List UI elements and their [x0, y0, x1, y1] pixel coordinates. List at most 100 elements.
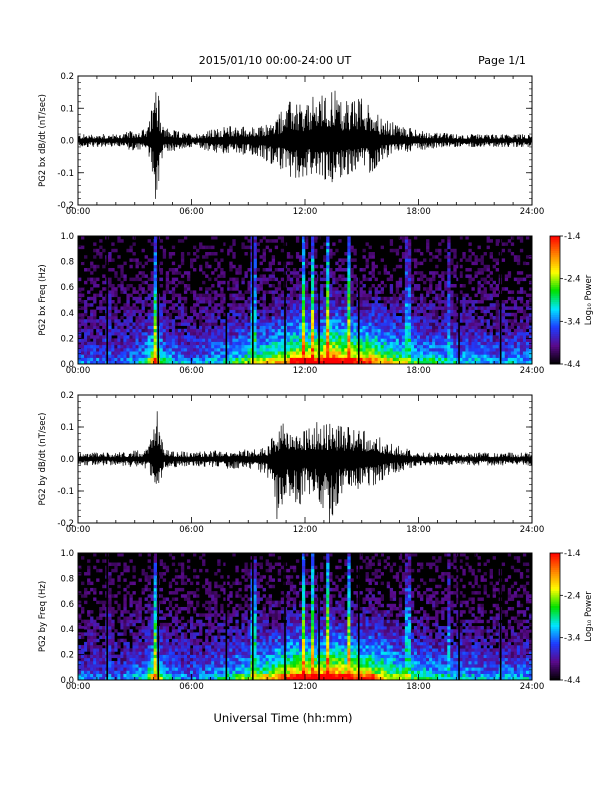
spectrogram-cell — [347, 264, 351, 269]
spectrogram-cell — [314, 264, 318, 269]
spectrogram-cell — [274, 351, 279, 355]
spectrogram-cell — [93, 565, 97, 570]
spectrogram-cell — [480, 328, 484, 333]
spectrogram-cell — [84, 676, 88, 681]
spectrogram-cell — [211, 309, 215, 314]
spectrogram-cell — [253, 341, 257, 346]
spectrogram-cell — [344, 328, 348, 333]
spectrogram-cell — [199, 306, 203, 310]
spectrogram-cell — [205, 300, 209, 304]
spectrogram-cell — [347, 354, 351, 358]
spectrogram-cell — [108, 344, 112, 349]
spectrogram-cell — [268, 248, 273, 253]
spectrogram-cell — [525, 351, 530, 355]
spectrogram-cell — [123, 568, 127, 573]
spectrogram-cell — [368, 245, 372, 250]
spectrogram-cell — [350, 312, 354, 317]
spectrogram-cell — [96, 626, 100, 630]
spectrogram-cell — [111, 670, 115, 674]
spectrogram-cell — [193, 328, 197, 333]
spectrogram-cell — [126, 319, 130, 323]
spectrogram-cell — [368, 287, 372, 291]
spectrogram-cell — [274, 312, 279, 317]
spectrogram-cell — [268, 284, 273, 288]
spectrogram-cell — [229, 245, 233, 250]
spectrogram-cell — [441, 319, 445, 323]
spectrogram-cell — [138, 338, 142, 342]
spectrogram-cell — [202, 280, 206, 285]
spectrogram-cell — [265, 325, 269, 330]
spectrogram-cell — [341, 341, 345, 346]
spectrogram-cell — [153, 319, 157, 323]
spectrogram-cell — [305, 300, 309, 304]
spectrogram-cell — [256, 357, 260, 362]
spectrogram-cell — [102, 319, 106, 323]
spectrogram-cell — [489, 338, 493, 342]
spectrogram-cell — [335, 316, 339, 320]
spectrogram-cell — [271, 239, 276, 243]
spectrogram-cell — [301, 309, 306, 314]
spectrogram-cell — [238, 341, 242, 346]
spectrogram-cell — [135, 626, 139, 630]
spectrogram-cell — [93, 619, 97, 624]
spectrogram-cell — [510, 252, 515, 256]
spectrogram-cell — [359, 341, 363, 346]
spectrogram-cell — [492, 322, 496, 326]
spectrogram-cell — [153, 341, 157, 346]
spectrogram-cell — [165, 290, 170, 294]
spectrogram-cell — [108, 645, 112, 649]
spectrogram-cell — [320, 271, 324, 275]
spectrogram-cell — [329, 271, 333, 275]
spectrogram-cell — [253, 255, 257, 259]
spectrogram-cell — [401, 322, 406, 326]
spectrogram-cell — [426, 245, 430, 250]
spectrogram-cell — [87, 268, 91, 272]
colorbar-segment — [550, 314, 560, 318]
spectrogram-cell — [432, 306, 436, 310]
spectrogram-cell — [489, 239, 493, 243]
spectrogram-cell — [229, 268, 233, 272]
spectrogram-cell — [171, 245, 176, 250]
spectrogram-cell — [456, 348, 460, 352]
spectrogram-cell — [177, 360, 182, 365]
spectrogram-cell — [426, 325, 430, 330]
spectrogram-cell — [450, 261, 454, 266]
spectrogram-cell — [253, 245, 257, 250]
spectrogram-cell — [183, 335, 188, 339]
spectrogram-cell — [413, 261, 418, 266]
spectrogram-cell — [386, 351, 391, 355]
spectrogram-cell — [217, 341, 221, 346]
spectrogram-cell — [235, 344, 239, 349]
spectrogram-cell — [305, 236, 309, 240]
spectrogram-cell — [177, 264, 182, 269]
spectrogram-cell — [362, 316, 366, 320]
spectrogram-cell — [138, 348, 142, 352]
spectrogram-cell — [456, 344, 460, 349]
spectrogram-cell — [374, 290, 378, 294]
spectrogram-cell — [429, 360, 433, 365]
spectrogram-cell — [229, 306, 233, 310]
spectrogram-cell — [138, 325, 142, 330]
spectrogram-cell — [510, 242, 515, 246]
spectrogram-cell — [435, 351, 439, 355]
spectrogram-cell — [453, 268, 457, 272]
spectrogram-cell — [153, 360, 157, 365]
spectrogram-cell — [311, 261, 315, 266]
spectrogram-cell — [93, 296, 97, 301]
spectrogram-cell — [253, 357, 257, 362]
spectrogram-cell — [99, 348, 103, 352]
spectrogram-cell — [165, 300, 170, 304]
spectrogram-cell — [202, 360, 206, 365]
spectrogram-cell — [211, 338, 215, 342]
spectrogram-cell — [447, 348, 451, 352]
spectrogram-cell — [208, 316, 212, 320]
spectrogram-cell — [138, 360, 142, 365]
spectrogram-cell — [347, 280, 351, 285]
spectrogram-cell — [377, 332, 381, 336]
spectrogram-cell — [226, 354, 230, 358]
spectrogram-cell — [280, 316, 285, 320]
spectrogram-cell — [171, 357, 176, 362]
spectrogram-cell — [329, 328, 333, 333]
spectrogram-cell — [87, 572, 91, 576]
spectrogram-cell — [507, 348, 512, 352]
